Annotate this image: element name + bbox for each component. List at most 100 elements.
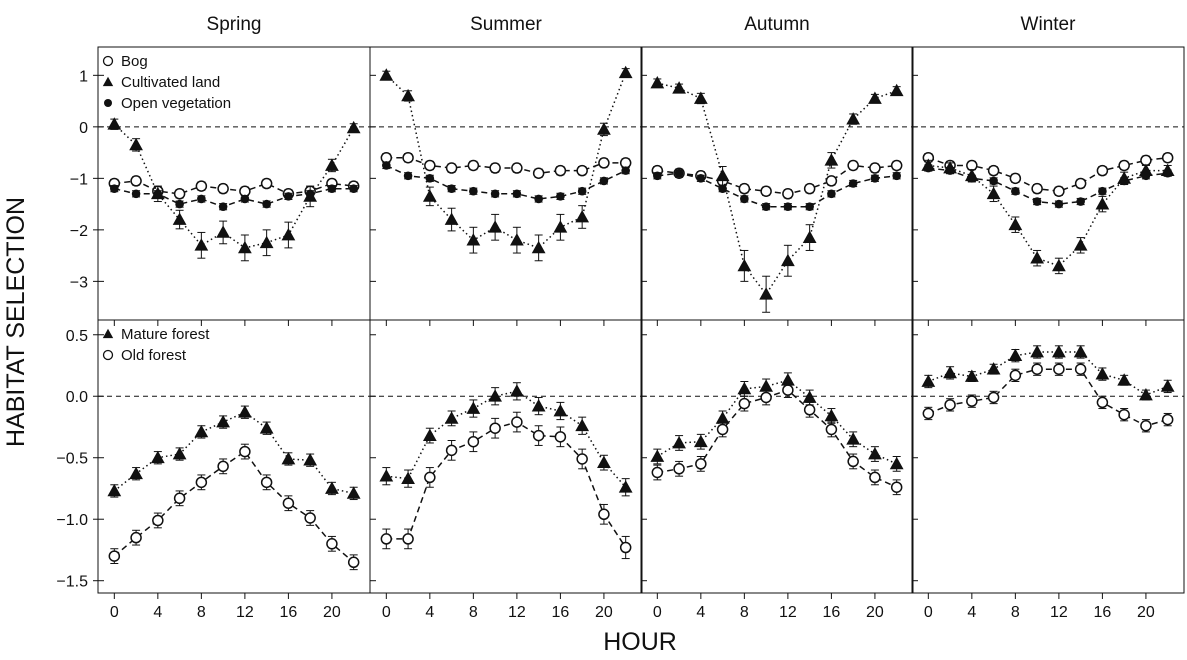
open-circle-marker (576, 164, 588, 177)
y-tick-label: 1 (79, 68, 88, 85)
y-tick-label: −1 (70, 171, 88, 188)
panel-bottom-autumn: 0 4 8 12 16 20 (640, 319, 914, 621)
x-tick-label: 8 (469, 604, 478, 621)
open-circle-marker (869, 471, 881, 484)
legend-top: Bog Cultivated land Open vegetation (102, 53, 231, 112)
y-tick-label: 0.0 (66, 389, 88, 406)
series-line (113, 411, 354, 495)
triangle-marker (824, 153, 839, 166)
triangle-marker (986, 186, 1001, 200)
open-circle-marker (511, 162, 523, 174)
legend-label: Bog (121, 53, 148, 70)
x-tick-label: 4 (425, 604, 434, 621)
legend-bottom: Mature forest Old forest (102, 326, 210, 364)
series-line (928, 368, 1168, 427)
open-circle-marker (576, 453, 588, 465)
triangle-marker (921, 374, 936, 387)
open-circle-marker (554, 164, 567, 177)
open-circle-marker (1161, 413, 1174, 426)
x-tick-label: 20 (1137, 604, 1155, 621)
filled-circle-marker (621, 166, 630, 175)
filled-circle-marker (327, 184, 337, 193)
triangle-marker (824, 408, 839, 422)
triangle-marker (1008, 217, 1023, 231)
triangle-marker (715, 168, 730, 182)
filled-circle-marker (512, 189, 522, 199)
open-circle-marker (173, 188, 186, 200)
triangle-marker (510, 384, 524, 397)
series-open-vegetation (382, 161, 630, 204)
triangle-marker (346, 120, 361, 134)
filled-circle-marker (945, 166, 955, 175)
panel-bottom-winter: 0 4 8 12 16 20 (911, 319, 1185, 621)
series-old-forest (922, 362, 1174, 433)
triangle-marker (129, 466, 143, 480)
x-tick-label: 0 (110, 604, 119, 621)
x-tick-label: 16 (552, 604, 570, 621)
filled-circle-marker (1054, 199, 1064, 209)
triangle-marker (1052, 258, 1066, 272)
open-circle-marker (489, 422, 501, 434)
series-open-vegetation (110, 184, 358, 211)
open-circle-marker (922, 407, 935, 420)
open-circle-marker (347, 556, 360, 569)
triangle-marker (129, 137, 143, 151)
filled-circle-marker (967, 174, 977, 183)
open-circle-marker (1053, 363, 1065, 375)
filled-circle-marker (1011, 186, 1020, 196)
filled-circle-marker (262, 199, 271, 209)
filled-circle-marker (1098, 186, 1107, 196)
filled-circle-marker (783, 202, 793, 211)
triangle-marker (325, 158, 339, 171)
triangle-marker (488, 220, 502, 233)
series-mature-forest (921, 344, 1175, 401)
open-circle-marker (803, 182, 816, 195)
triangle-marker (802, 390, 817, 403)
open-circle-marker (619, 541, 632, 554)
x-tick-label: 8 (1011, 604, 1020, 621)
filled-circle-marker (1032, 197, 1042, 206)
triangle-marker (846, 432, 861, 445)
series-line (928, 351, 1168, 396)
triangle-marker (1008, 348, 1023, 362)
open-circle-marker (803, 404, 816, 416)
triangle-marker (401, 471, 415, 484)
legend-label: Mature forest (121, 326, 210, 343)
legend-open-circle-marker (102, 349, 114, 361)
filled-circle-marker (153, 189, 163, 199)
filled-circle-marker (110, 184, 119, 193)
open-circle-marker (1118, 159, 1130, 172)
open-circle-marker (716, 423, 729, 436)
filled-circle-marker (382, 161, 391, 170)
triangle-marker (379, 68, 394, 81)
open-circle-marker (467, 159, 480, 172)
open-circle-marker (1053, 185, 1065, 197)
series-line (113, 450, 355, 563)
x-axis-label: HOUR (603, 628, 677, 656)
series-mature-forest (379, 382, 633, 497)
series-line (657, 164, 897, 195)
triangle-marker (597, 122, 611, 135)
panel-frame (640, 319, 914, 594)
panel-frame (369, 319, 643, 594)
series-mature-forest (650, 372, 904, 472)
triangle-marker (1117, 373, 1132, 386)
open-circle-marker (782, 384, 794, 396)
filled-circle-marker (469, 186, 478, 196)
filled-circle-marker (131, 189, 141, 199)
filled-circle-marker (718, 184, 727, 193)
open-circle-marker (847, 455, 859, 468)
y-tick-label: −3 (70, 274, 88, 291)
triangle-marker (781, 253, 795, 267)
series-bog (380, 151, 632, 179)
series-line (114, 187, 354, 208)
y-tick-label: 0 (79, 120, 88, 137)
filled-circle-marker (403, 171, 413, 181)
triangle-marker (618, 480, 633, 493)
open-circle-marker (424, 471, 436, 484)
open-circle-marker (869, 162, 881, 174)
x-tick-label: 8 (197, 604, 206, 621)
series-bog (108, 175, 360, 200)
filled-circle-marker (1076, 197, 1085, 206)
